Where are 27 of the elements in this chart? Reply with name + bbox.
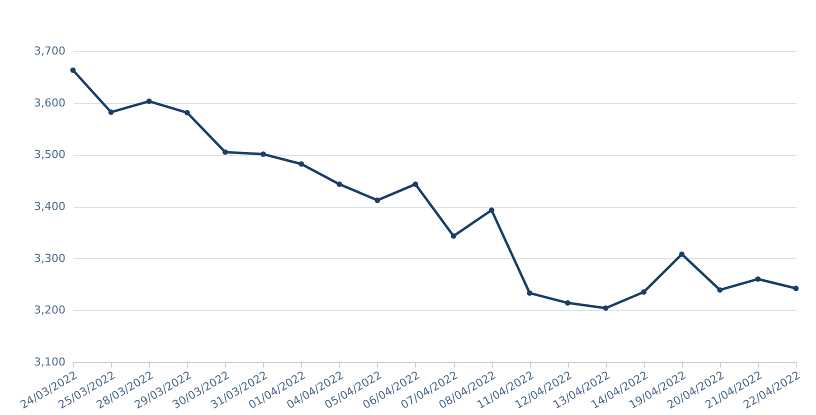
y-tick-label: 3,500 xyxy=(34,148,66,162)
point xyxy=(222,149,228,155)
point xyxy=(526,290,532,296)
point xyxy=(717,287,723,293)
point xyxy=(298,161,304,167)
point xyxy=(450,233,456,239)
y-tick-label: 3,300 xyxy=(34,252,66,265)
y-tick-label: 3,400 xyxy=(34,200,66,213)
point xyxy=(336,181,342,187)
point xyxy=(793,286,799,292)
point xyxy=(641,289,647,295)
y-tick-label: 3,700 xyxy=(34,44,66,58)
point xyxy=(564,300,570,306)
point xyxy=(755,276,761,282)
point xyxy=(108,109,114,115)
point xyxy=(374,198,380,204)
y-tick-label: 3,600 xyxy=(34,96,66,110)
point xyxy=(146,98,152,104)
point xyxy=(412,181,418,187)
point xyxy=(70,67,76,73)
point xyxy=(679,251,685,257)
point xyxy=(488,207,494,213)
point xyxy=(184,110,190,116)
point xyxy=(260,151,266,157)
y-tick-label: 3,100 xyxy=(34,356,66,368)
point xyxy=(603,305,608,311)
y-tick-label: 3,200 xyxy=(34,304,66,317)
